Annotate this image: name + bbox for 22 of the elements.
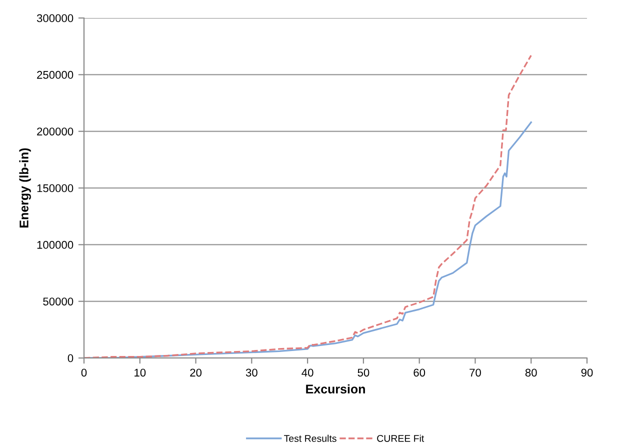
legend-label: Test Results [284,434,336,442]
x-tick-label: 40 [302,368,314,377]
y-tick-label: 250000 [37,70,74,79]
x-tick-label: 30 [246,368,258,377]
y-tick-label: 300000 [36,14,74,22]
x-tick-label: 60 [414,368,426,377]
y-tick-label: 100000 [37,240,74,249]
x-tick-label: 70 [470,368,481,377]
line-series [84,54,532,358]
y-tick-label: 150000 [37,184,74,192]
x-tick-label: 20 [190,368,202,377]
x-tick-label: 0 [81,368,87,377]
x-tick-label: 50 [358,368,370,377]
x-tick-label: 80 [525,368,537,377]
y-tick-label: 200000 [37,128,74,136]
x-tick-label: 90 [581,368,593,377]
legend-label: CUREE Fit [377,434,424,442]
y-tick-label: 0 [68,354,74,362]
y-tick-label: 50000 [43,298,74,306]
x-tick-label: 10 [134,368,146,377]
y-axis-title: Energy (lb-in) [19,148,31,228]
x-axis-title: Excursion [306,384,365,394]
